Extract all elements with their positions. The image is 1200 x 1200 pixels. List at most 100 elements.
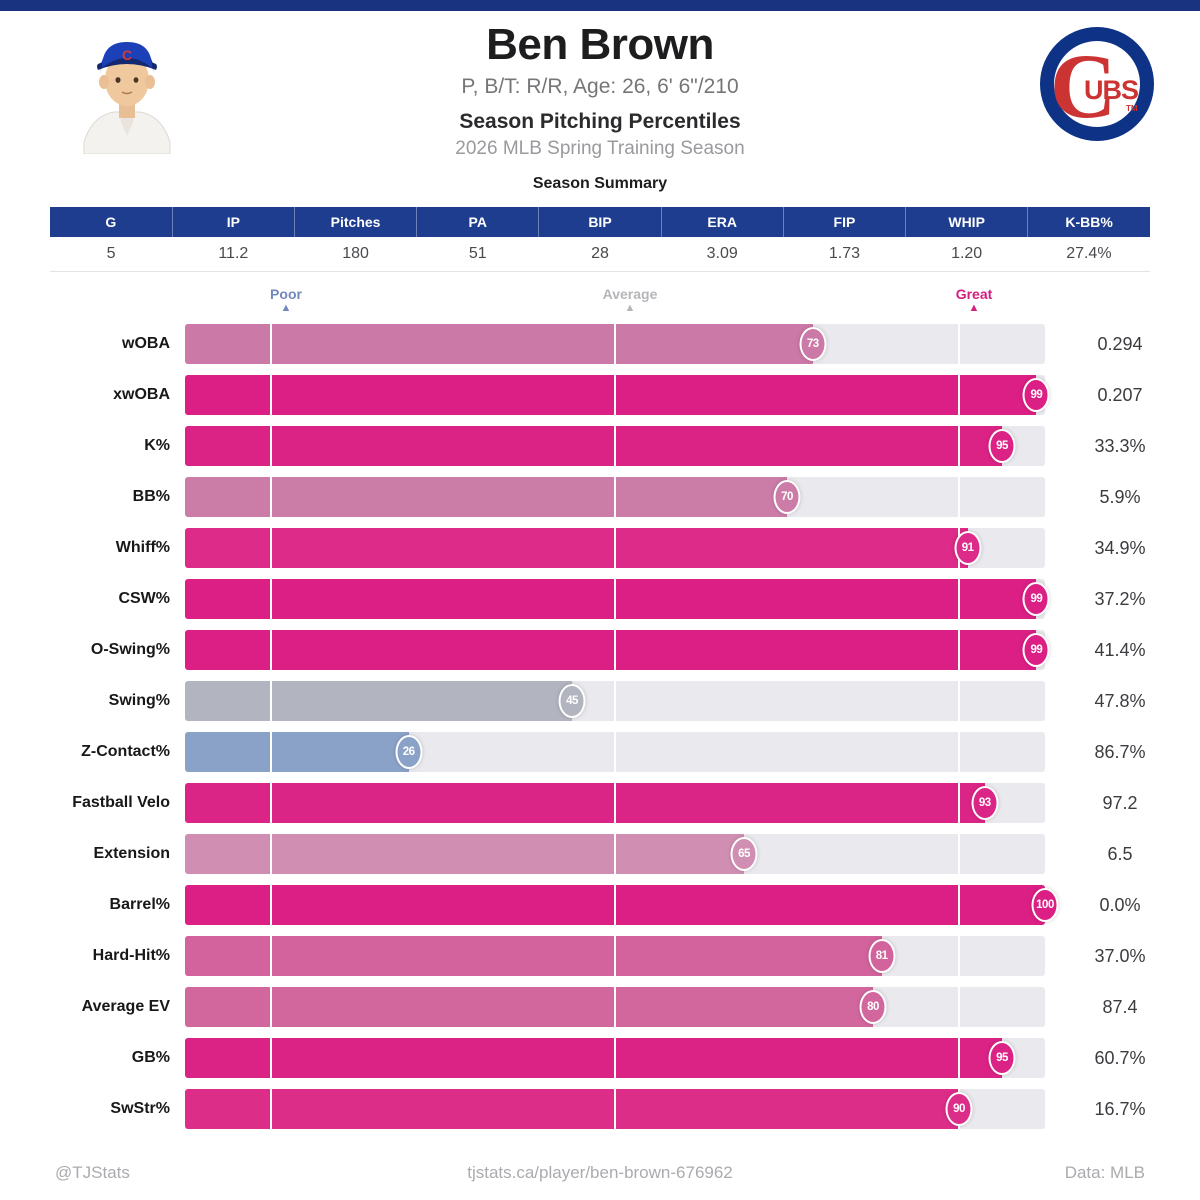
- percentile-track: 99: [185, 579, 1050, 619]
- percentile-row: Extension 65 6.5: [50, 834, 1195, 874]
- percentile-track: 70: [185, 477, 1045, 517]
- chart-section-title: Season Pitching Percentiles: [459, 110, 741, 134]
- summary-header-row: G IP Pitches PA BIP ERA FIP WHIP K-BB%: [50, 207, 1150, 237]
- summary-col-header: PA: [416, 207, 540, 237]
- metric-value: 16.7%: [1094, 1098, 1146, 1119]
- gridline: [270, 681, 272, 721]
- metric-value: 6.5: [1107, 843, 1133, 864]
- gridline: [270, 477, 272, 517]
- gridline: [614, 987, 616, 1027]
- percentile-row: Hard-Hit% 81 37.0%: [50, 936, 1195, 976]
- gridline: [958, 426, 960, 466]
- percentile-marker: 91: [954, 531, 982, 565]
- svg-text:TM: TM: [1126, 104, 1138, 113]
- scale-marker-label: Poor: [270, 286, 302, 302]
- percentile-track: 100: [185, 885, 1059, 925]
- percentile-track: 73: [185, 324, 1045, 364]
- svg-text:C: C: [122, 47, 132, 63]
- metric-value: 37.0%: [1094, 945, 1146, 966]
- metric-value: 41.4%: [1094, 639, 1146, 660]
- metric-label: Hard-Hit%: [92, 947, 170, 964]
- percentile-marker: 95: [988, 1041, 1016, 1075]
- gridline: [270, 1089, 272, 1129]
- metric-label: Fastball Velo: [72, 794, 170, 811]
- percentile-track: 95: [185, 1038, 1045, 1078]
- summary-col-header: G: [50, 207, 173, 237]
- metric-label: Z-Contact%: [81, 743, 170, 760]
- metric-value: 0.207: [1097, 384, 1143, 405]
- gridline: [614, 936, 616, 976]
- summary-col-header: BIP: [538, 207, 662, 237]
- metric-label: O-Swing%: [90, 641, 170, 658]
- percentile-fill: [185, 987, 873, 1027]
- metric-value: 86.7%: [1094, 741, 1146, 762]
- percentile-row: SwStr% 90 16.7%: [50, 1089, 1195, 1129]
- gridline: [614, 885, 616, 925]
- percentile-row: Swing% 45 47.8%: [50, 681, 1195, 721]
- gridline: [958, 630, 960, 670]
- percentile-fill: [185, 324, 813, 364]
- gridline: [958, 834, 960, 874]
- gridline: [614, 426, 616, 466]
- gridline: [270, 783, 272, 823]
- gridline: [614, 732, 616, 772]
- percentile-fill: [185, 936, 882, 976]
- summary-value-cell: 3.09: [661, 237, 784, 272]
- gridline: [614, 681, 616, 721]
- summary-value-cell: 28: [538, 237, 662, 272]
- summary-value-row: 5 11.2 180 51 28 3.09 1.73 1.20 27.4%: [50, 237, 1150, 272]
- metric-label: Extension: [93, 845, 170, 862]
- gridline: [614, 783, 616, 823]
- percentile-marker: 95: [988, 429, 1016, 463]
- metric-label: BB%: [132, 488, 170, 505]
- percentile-fill: [185, 528, 968, 568]
- percentile-fill: [185, 732, 409, 772]
- percentile-row: BB% 70 5.9%: [50, 477, 1195, 517]
- gridline: [958, 783, 960, 823]
- metric-label: Barrel%: [109, 896, 170, 913]
- percentile-row: wOBA 73 0.294: [50, 324, 1195, 364]
- gridline: [270, 834, 272, 874]
- percentile-row: Z-Contact% 26 86.7%: [50, 732, 1195, 772]
- percentile-marker: 100: [1031, 888, 1059, 922]
- gridline: [270, 375, 272, 415]
- percentile-marker: 99: [1022, 378, 1050, 412]
- percentile-fill: [185, 375, 1037, 415]
- gridline: [270, 987, 272, 1027]
- gridline: [614, 579, 616, 619]
- gridline: [270, 1038, 272, 1078]
- percentile-rows: wOBA 73 0.294 xwOBA 99 0.207 K% 95 33.3%…: [50, 324, 1195, 1140]
- metric-value: 60.7%: [1094, 1047, 1146, 1068]
- percentile-track: 90: [185, 1089, 1045, 1129]
- percentile-fill: [185, 1038, 1002, 1078]
- percentile-row: Average EV 80 87.4: [50, 987, 1195, 1027]
- metric-label: Whiff%: [115, 539, 170, 556]
- gridline: [270, 324, 272, 364]
- summary-value-cell: 5: [50, 237, 173, 272]
- metric-value: 0.0%: [1099, 894, 1141, 915]
- gridline: [270, 936, 272, 976]
- svg-text:C: C: [1050, 35, 1116, 137]
- percentile-fill: [185, 426, 1002, 466]
- summary-value-cell: 51: [416, 237, 539, 272]
- percentile-fill: [185, 834, 744, 874]
- gridline: [614, 1089, 616, 1129]
- metric-value: 34.9%: [1094, 537, 1146, 558]
- gridline: [958, 579, 960, 619]
- metric-label: SwStr%: [110, 1100, 170, 1117]
- percentile-marker: 99: [1022, 582, 1050, 616]
- percentile-row: Fastball Velo 93 97.2: [50, 783, 1195, 823]
- gridline: [614, 324, 616, 364]
- triangle-marker-icon: ▲: [624, 302, 636, 314]
- percentile-marker: 45: [558, 684, 586, 718]
- metric-label: K%: [144, 437, 170, 454]
- metric-label: Average EV: [81, 998, 170, 1015]
- percentile-fill: [185, 630, 1037, 670]
- footer-handle: @TJStats: [55, 1163, 130, 1182]
- gridline: [958, 732, 960, 772]
- percentile-fill: [185, 1089, 959, 1129]
- percentile-marker: 70: [773, 480, 801, 514]
- summary-col-header: K-BB%: [1027, 207, 1150, 237]
- percentile-track: 99: [185, 375, 1050, 415]
- metric-label: GB%: [131, 1049, 170, 1066]
